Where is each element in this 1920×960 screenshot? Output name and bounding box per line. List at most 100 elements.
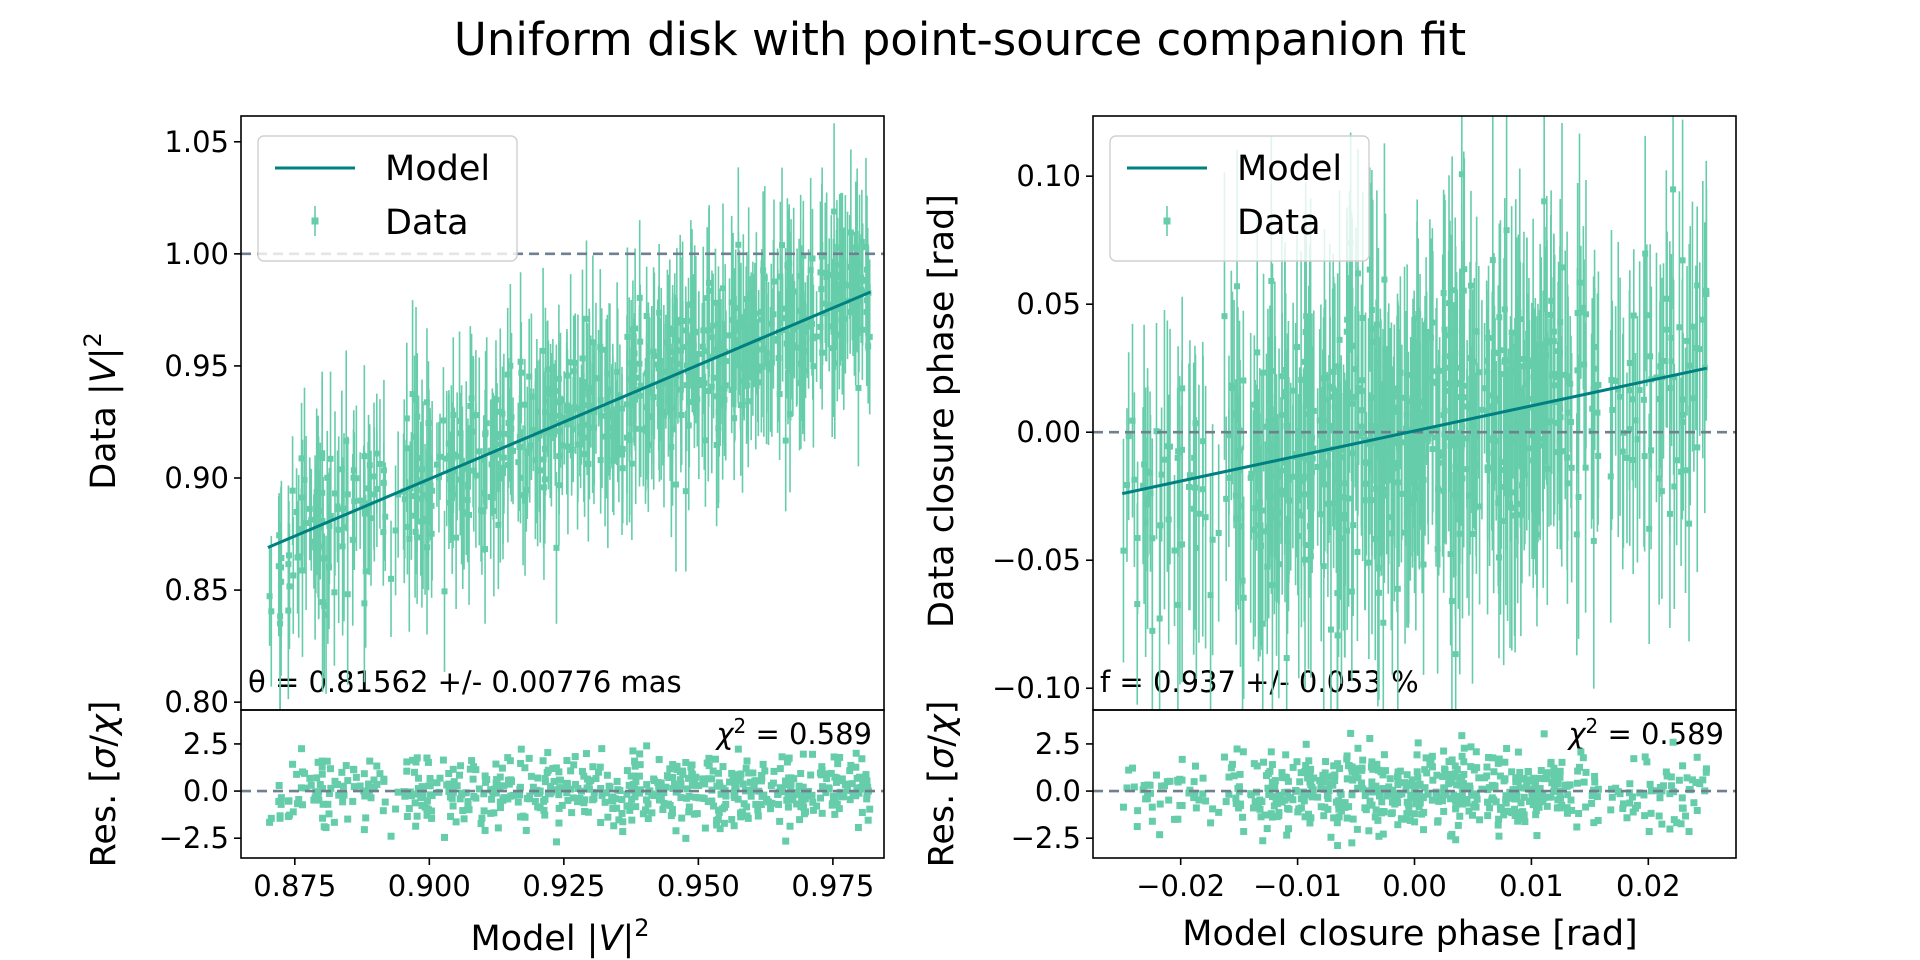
- residual-point: [1679, 762, 1687, 770]
- x-tick-label: 0.925: [522, 869, 605, 903]
- residual-point: [1451, 793, 1459, 801]
- residual-point: [1469, 790, 1477, 798]
- data-point: [1433, 380, 1440, 387]
- data-point: [1265, 524, 1272, 531]
- residual-point: [859, 779, 867, 787]
- residual-point: [1376, 786, 1384, 794]
- residual-point: [786, 822, 794, 830]
- residual-point: [609, 804, 617, 812]
- data-point: [796, 380, 803, 387]
- data-point: [1692, 344, 1699, 351]
- data-point: [1329, 427, 1336, 434]
- data-point: [609, 424, 616, 431]
- data-point: [1467, 282, 1474, 289]
- data-point: [1469, 530, 1476, 537]
- data-point: [1528, 404, 1535, 411]
- data-point: [1436, 449, 1443, 456]
- data-point: [1271, 442, 1278, 449]
- residual-point: [1645, 828, 1653, 836]
- data-point: [1175, 448, 1182, 455]
- residual-point: [453, 782, 461, 790]
- data-point: [603, 405, 610, 412]
- residual-point: [785, 781, 793, 789]
- residual-point: [1550, 770, 1558, 778]
- data-point: [315, 470, 322, 477]
- residual-point: [598, 791, 606, 799]
- residual-point: [413, 790, 421, 798]
- res-y-tick-label: 2.5: [183, 727, 229, 761]
- data-point: [1262, 528, 1269, 535]
- residual-point: [1403, 798, 1411, 806]
- residual-point: [808, 791, 816, 799]
- data-point: [1496, 314, 1503, 321]
- data-point: [721, 385, 728, 392]
- residual-point: [1558, 801, 1566, 809]
- residual-point: [601, 798, 609, 806]
- data-point: [1263, 423, 1270, 430]
- residual-point: [379, 807, 387, 815]
- data-point: [500, 454, 507, 461]
- residual-point: [1495, 755, 1503, 763]
- residual-point: [1428, 796, 1436, 804]
- data-point: [801, 367, 808, 374]
- data-point: [1355, 385, 1362, 392]
- data-point: [1458, 350, 1465, 357]
- data-point: [1453, 393, 1460, 400]
- data-point: [1660, 357, 1667, 364]
- data-point: [1445, 387, 1452, 394]
- data-point: [277, 620, 284, 627]
- residual-point: [527, 772, 535, 780]
- residual-point: [778, 753, 786, 761]
- residual-point: [597, 819, 605, 827]
- data-point: [1456, 380, 1463, 387]
- data-point: [1689, 323, 1696, 330]
- residual-point: [1337, 807, 1345, 815]
- data-point: [1266, 468, 1273, 475]
- residual-point: [318, 763, 326, 771]
- data-point: [365, 504, 372, 511]
- residual-point: [1394, 773, 1402, 781]
- data-point: [747, 325, 754, 332]
- residual-point: [300, 769, 308, 777]
- residual-point: [676, 776, 684, 784]
- svg-text:Data |V|2: Data |V|2: [79, 332, 124, 490]
- residual-point: [362, 814, 370, 822]
- residual-point: [522, 827, 530, 835]
- data-point: [1281, 393, 1288, 400]
- residual-point: [1673, 819, 1681, 827]
- data-point: [404, 523, 411, 530]
- residual-point: [1268, 761, 1276, 769]
- data-point: [419, 466, 426, 473]
- residual-point: [1309, 789, 1317, 797]
- data-point: [619, 465, 626, 472]
- data-point: [373, 485, 380, 492]
- cp-ylabel: Data closure phase [rad]: [922, 194, 962, 628]
- residual-point: [487, 809, 495, 817]
- residual-point: [1543, 769, 1551, 777]
- residual-point: [700, 795, 708, 803]
- data-point: [1307, 433, 1314, 440]
- residual-point: [1320, 772, 1328, 780]
- residual-point: [1626, 780, 1634, 788]
- data-point: [722, 382, 729, 389]
- data-point: [1345, 495, 1352, 502]
- data-point: [1501, 371, 1508, 378]
- residual-point: [1285, 825, 1293, 833]
- data-point: [351, 498, 358, 505]
- residual-point: [1531, 781, 1539, 789]
- residual-point: [1497, 803, 1505, 811]
- residual-point: [1503, 745, 1511, 753]
- data-point: [1512, 512, 1519, 519]
- residual-point: [1448, 756, 1456, 764]
- residual-point: [589, 763, 597, 771]
- data-point: [813, 333, 820, 340]
- data-point: [1459, 475, 1466, 482]
- residual-point: [1556, 773, 1564, 781]
- data-point: [599, 412, 606, 419]
- residual-point: [1324, 794, 1332, 802]
- data-point: [1285, 477, 1292, 484]
- residual-point: [567, 767, 575, 775]
- residual-point: [822, 789, 830, 797]
- panel-closure-phase: Data closure phase [rad] Res. [σ/χ] Mode…: [922, 115, 1737, 954]
- data-point: [1456, 530, 1463, 537]
